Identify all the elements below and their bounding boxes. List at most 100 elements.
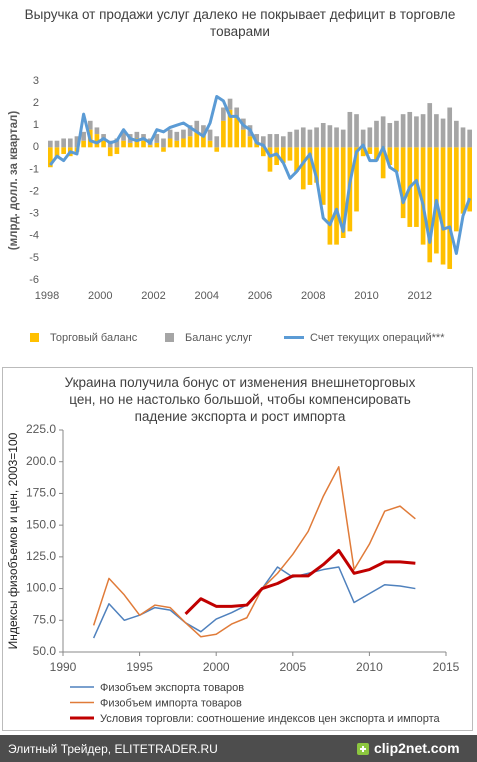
bar (447, 147, 453, 269)
x-tick-label: 2000 (88, 290, 112, 302)
bar (107, 147, 113, 157)
y-tick-label: 1 (33, 119, 39, 131)
bar (94, 127, 100, 135)
bar (294, 129, 299, 148)
y-tick-label: -4 (29, 230, 39, 242)
bar (320, 147, 326, 205)
bar (440, 118, 446, 148)
bar (81, 131, 86, 141)
bar (314, 127, 319, 148)
bar (74, 136, 80, 148)
chart-title: Украина получила бонус от изменения внеш… (64, 375, 416, 424)
bar (254, 142, 260, 148)
legend-label: Физобъем экспорта товаров (100, 682, 244, 694)
x-tick-label: 2012 (408, 290, 432, 302)
bar (320, 123, 326, 148)
bar (94, 134, 100, 148)
y-tick-label: 50.0 (33, 644, 57, 658)
bar (367, 127, 373, 148)
chart-frame (2, 367, 473, 731)
bar (287, 131, 293, 148)
bar (61, 138, 66, 148)
bar (467, 129, 473, 148)
bar (460, 127, 466, 148)
bar (187, 136, 193, 148)
bar (207, 129, 213, 141)
x-tick-label: 2004 (195, 290, 219, 302)
chart: -6 -5 -4 -3 -2 -1 0 1 2 3 (млрд. долл. за квартал)… (8, 75, 473, 344)
y-tick-label: 2 (33, 97, 39, 109)
y-tick-label: 175.0 (26, 486, 56, 500)
bar (187, 125, 193, 137)
bar (154, 142, 160, 148)
line (184, 549, 416, 616)
bar (181, 138, 186, 148)
bar (234, 116, 240, 148)
line (49, 94, 472, 255)
x-tick-label: 1998 (35, 290, 59, 302)
bar (420, 147, 426, 245)
bar (214, 147, 220, 152)
y-axis-label: (млрд. долл. за квартал) (8, 111, 20, 251)
y-axis-label: Индексы физобъемов и цен, 2003=100 (6, 432, 20, 649)
y-tick-label: 200.0 (26, 454, 56, 468)
bar (161, 147, 166, 152)
bar (267, 134, 273, 148)
x-tick-label: 1995 (126, 660, 153, 674)
bar (87, 120, 93, 130)
bar (194, 120, 200, 132)
y-tick-label: -6 (29, 274, 39, 286)
line (92, 466, 416, 638)
legend-label: Торговый баланс (50, 332, 138, 344)
bar (354, 147, 359, 212)
bar (280, 136, 286, 148)
x-tick-label: 2008 (301, 290, 325, 302)
y-tick-label: -2 (29, 185, 39, 197)
bar (354, 114, 359, 148)
bar (147, 145, 153, 148)
y-tick-label: 150.0 (26, 517, 56, 531)
y-tick-label: -3 (29, 208, 39, 220)
y-tick-label: -1 (29, 163, 39, 175)
bar (121, 131, 126, 141)
bar (334, 147, 339, 245)
bar (307, 129, 313, 148)
bar (47, 147, 53, 168)
bar (267, 147, 273, 172)
bar (114, 138, 120, 148)
bar (221, 120, 226, 148)
bar (54, 147, 60, 159)
y-tick-label: 3 (33, 75, 39, 87)
bar (427, 103, 433, 148)
legend-label: Физобъем импорта товаров (100, 697, 242, 709)
bar (360, 129, 366, 148)
bar (340, 129, 346, 148)
bar (460, 147, 466, 214)
bar (221, 107, 226, 121)
x-tick-label: 2006 (248, 290, 272, 302)
bar (300, 147, 306, 190)
y-tick-label: 225.0 (26, 422, 56, 436)
bar (174, 140, 180, 148)
bar (387, 147, 393, 166)
legend-label: Счет текущих операций*** (310, 332, 445, 344)
bar (294, 147, 299, 172)
bar (241, 129, 246, 148)
x-tick-label: 1990 (50, 660, 77, 674)
bar (67, 138, 73, 148)
bar (400, 147, 406, 219)
legend-label: Баланс услуг (185, 332, 252, 344)
bar (420, 114, 426, 148)
chart: 50.0 75.0 100.0 125.0 150.0 175.0 200.0 225.0 19… (6, 422, 459, 725)
bar (314, 147, 319, 183)
logo-icon (357, 743, 369, 755)
bar (427, 147, 433, 263)
bar (167, 129, 173, 139)
footer: Элитный Трейдер, ELITETRADER.RU clip2net… (0, 735, 477, 762)
bar (334, 127, 339, 148)
bar (201, 134, 206, 148)
bar (134, 138, 140, 148)
bar (387, 123, 393, 148)
bar (414, 147, 419, 227)
